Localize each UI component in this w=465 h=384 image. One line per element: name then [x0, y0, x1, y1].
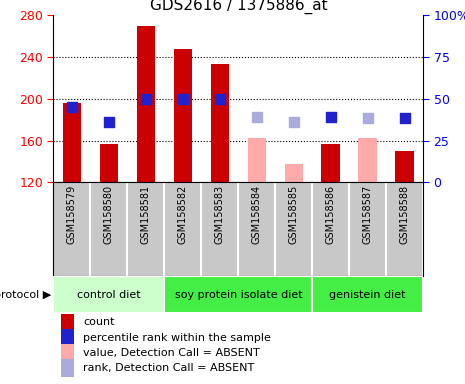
Bar	[395, 151, 414, 182]
Point	[105, 119, 113, 125]
Bar	[165, 276, 312, 313]
Text: rank, Detection Call = ABSENT: rank, Detection Call = ABSENT	[83, 363, 254, 373]
Title: GDS2616 / 1375886_at: GDS2616 / 1375886_at	[150, 0, 327, 14]
Text: GSM158588: GSM158588	[399, 185, 410, 244]
Bar	[173, 49, 192, 182]
Text: count: count	[83, 318, 114, 328]
Point	[179, 96, 186, 102]
Text: GSM158584: GSM158584	[252, 185, 262, 244]
Text: GSM158583: GSM158583	[215, 185, 225, 244]
Point	[401, 114, 408, 121]
Text: GSM158580: GSM158580	[104, 185, 114, 244]
Bar	[359, 137, 377, 182]
Bar	[211, 65, 229, 182]
Text: soy protein isolate diet: soy protein isolate diet	[174, 290, 302, 300]
Text: GSM158579: GSM158579	[67, 185, 77, 245]
Text: GSM158586: GSM158586	[326, 185, 336, 244]
Text: protocol ▶: protocol ▶	[0, 290, 51, 300]
Text: control diet: control diet	[77, 290, 141, 300]
Text: percentile rank within the sample: percentile rank within the sample	[83, 333, 271, 343]
Text: GSM158585: GSM158585	[289, 185, 299, 245]
Point	[68, 104, 76, 110]
Bar	[61, 359, 74, 377]
Point	[142, 96, 150, 102]
Bar	[61, 329, 74, 346]
Text: value, Detection Call = ABSENT: value, Detection Call = ABSENT	[83, 348, 260, 358]
Text: GSM158587: GSM158587	[363, 185, 373, 245]
Point	[253, 114, 260, 120]
Point	[290, 119, 298, 125]
Text: GSM158582: GSM158582	[178, 185, 188, 245]
Bar	[53, 276, 165, 313]
Bar	[285, 164, 303, 182]
Bar	[63, 103, 81, 182]
Bar	[137, 26, 155, 182]
Bar	[61, 344, 74, 362]
Text: GSM158581: GSM158581	[141, 185, 151, 244]
Bar	[321, 144, 340, 182]
Bar	[312, 276, 423, 313]
Text: genistein diet: genistein diet	[329, 290, 406, 300]
Point	[327, 114, 334, 120]
Bar	[100, 144, 118, 182]
Point	[364, 114, 372, 121]
Bar	[61, 314, 74, 331]
Bar	[247, 137, 266, 182]
Point	[216, 96, 224, 102]
